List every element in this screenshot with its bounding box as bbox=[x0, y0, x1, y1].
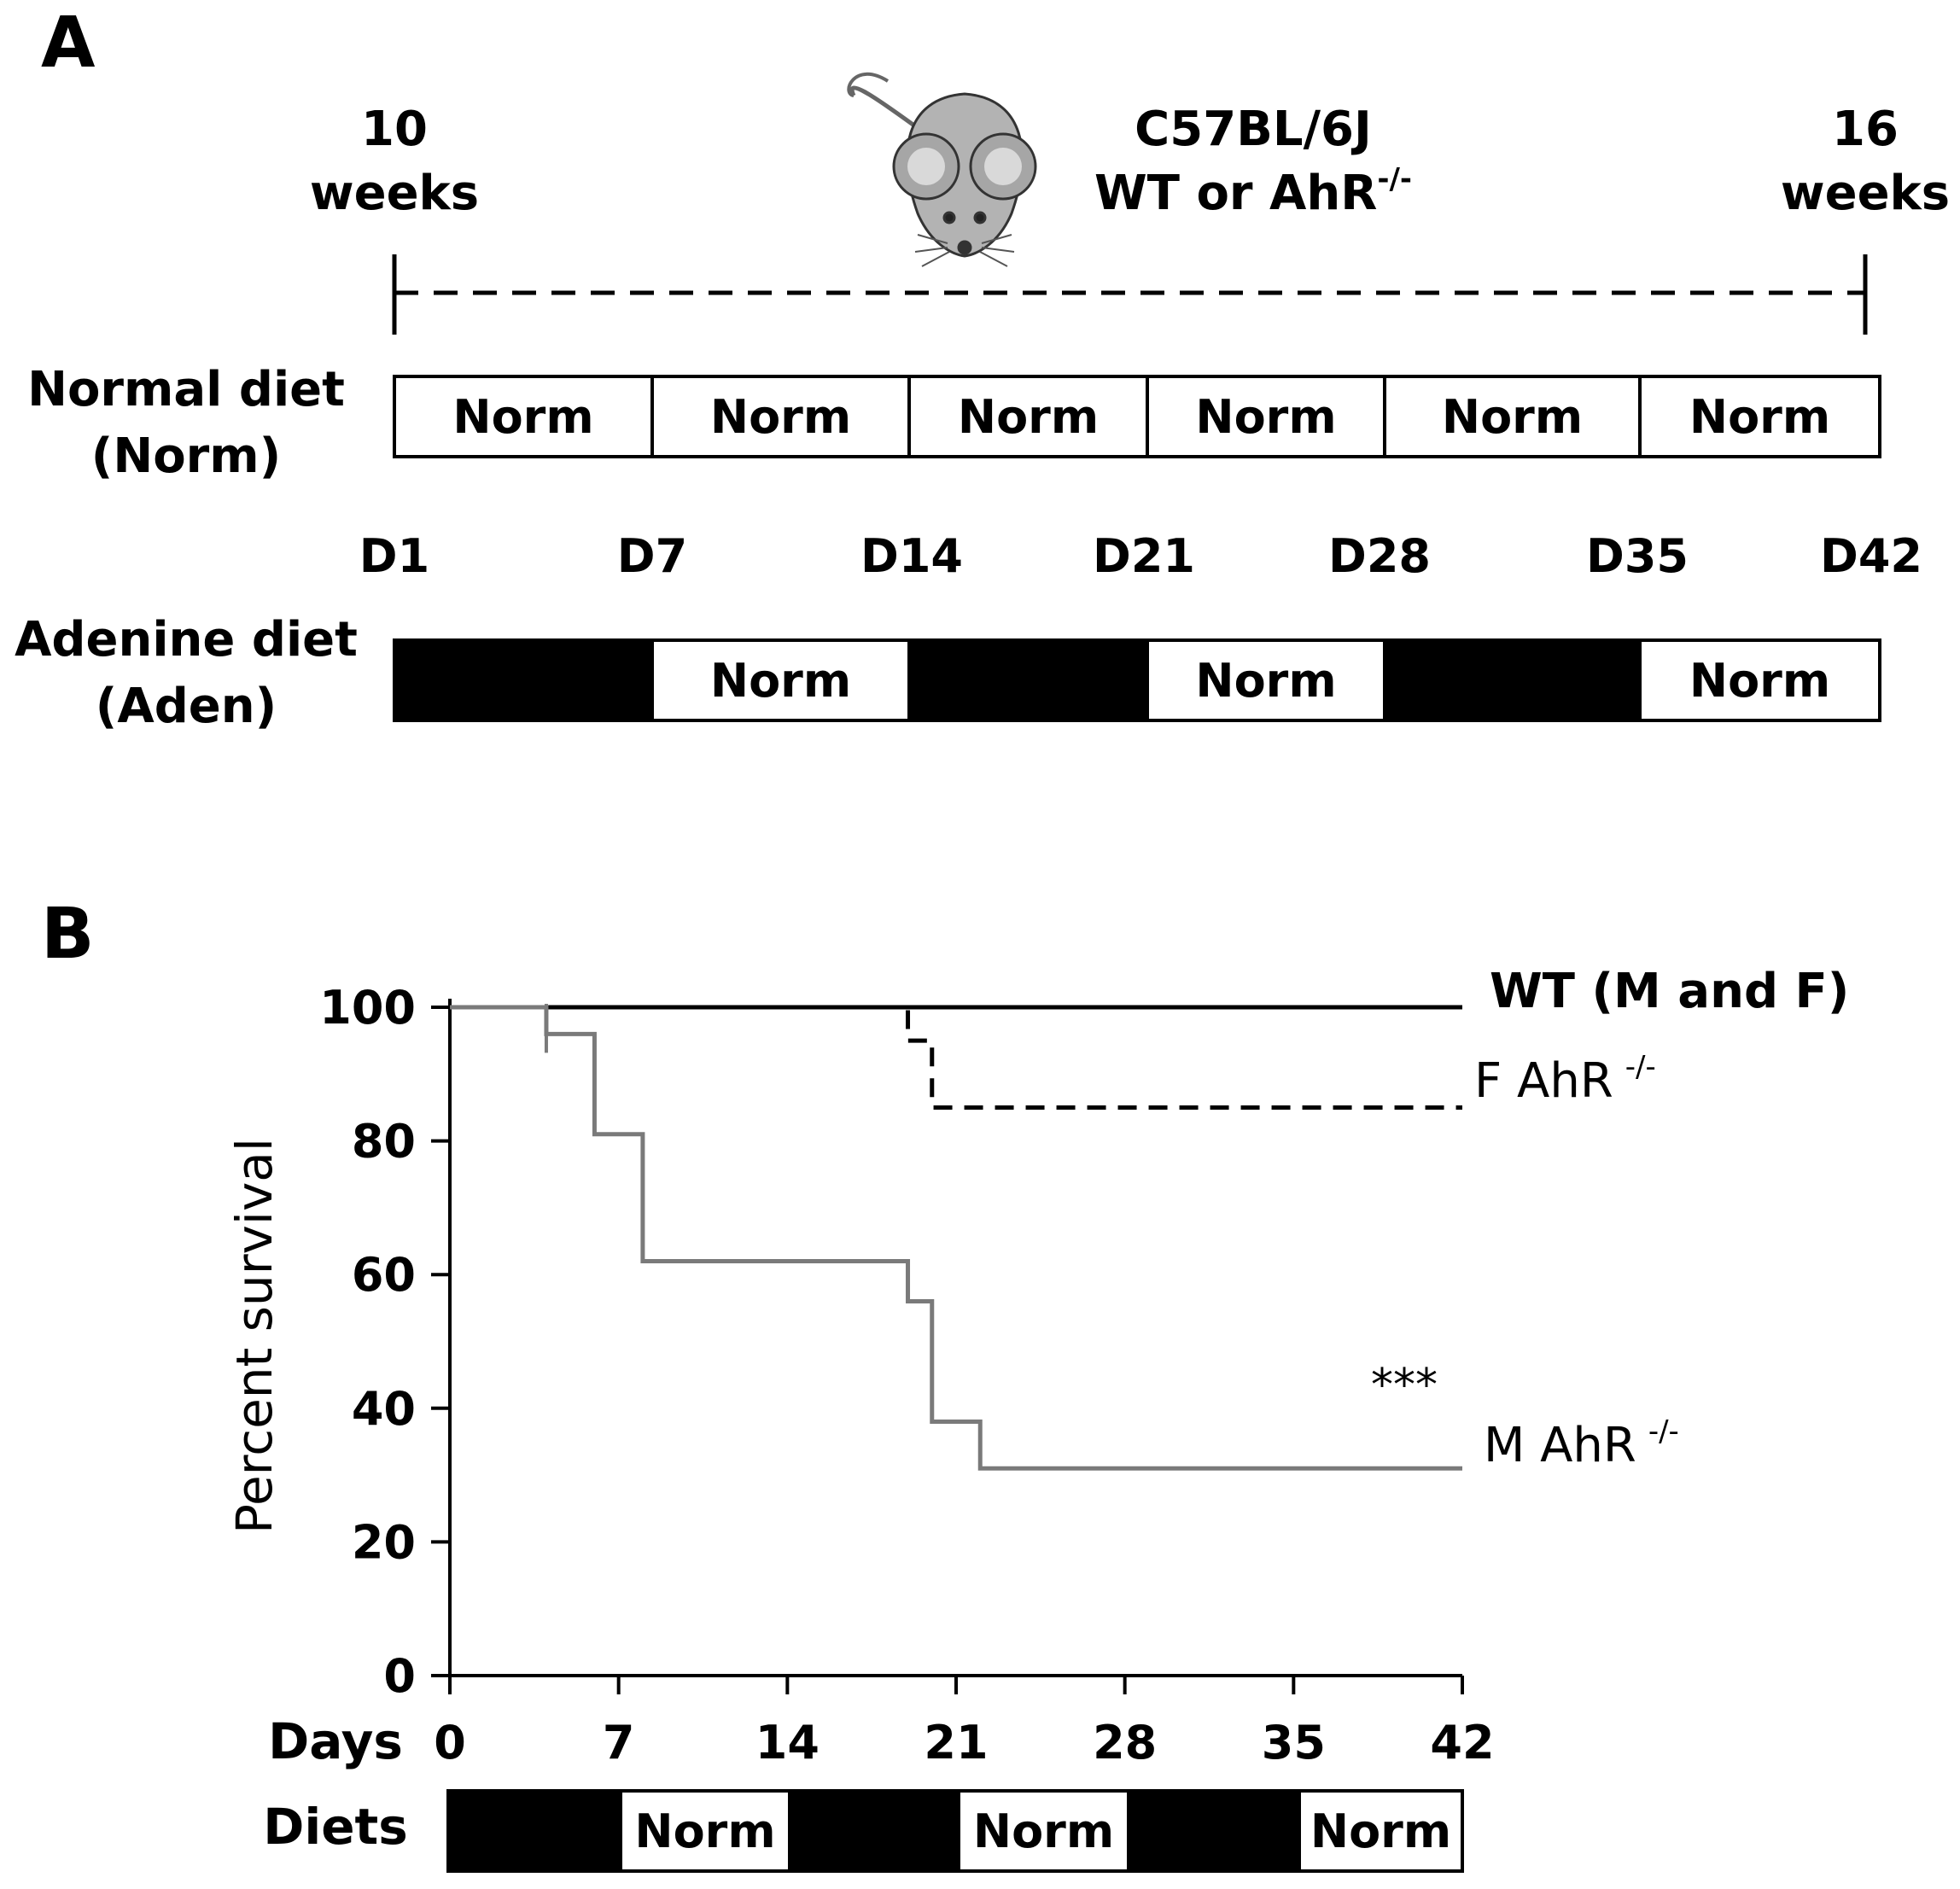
x-tick-label: 0 bbox=[434, 1716, 466, 1769]
day-labels: D1 D7 D14 D21 D28 D35 D42 bbox=[359, 529, 1922, 583]
x-tick-label: 28 bbox=[1093, 1716, 1157, 1769]
panel-b-label: B bbox=[41, 894, 95, 975]
panel-b-diet-block bbox=[446, 1789, 622, 1873]
normal-diet-block-label: Norm bbox=[1442, 390, 1583, 444]
panel-b-diet-block-label: Aden bbox=[468, 1804, 601, 1858]
strain-name: C57BL/6J bbox=[1135, 102, 1372, 157]
x-tick-label: 21 bbox=[924, 1716, 988, 1769]
mouse-icon bbox=[847, 72, 1037, 267]
adenine-diet-abbrev: (Aden) bbox=[96, 679, 277, 734]
adenine-diet-block-label: Norm bbox=[710, 654, 851, 708]
end-age-number: 16 bbox=[1832, 102, 1899, 157]
adenine-diet-schedule: Aden Norm Aden Norm Aden Norm bbox=[393, 638, 1881, 722]
adenine-diet-block-label: Aden bbox=[962, 654, 1095, 708]
diets-row-label: Diets bbox=[263, 1798, 408, 1856]
normal-diet-block-label: Norm bbox=[1689, 390, 1830, 444]
y-axis-title: Percent survival bbox=[225, 1138, 283, 1534]
series-labels: WT (M and F) F AhR -/- M AhR -/- bbox=[1474, 964, 1849, 1473]
survival-curve-1 bbox=[450, 1005, 1462, 1110]
normal-diet-block-label: Norm bbox=[1195, 390, 1336, 444]
panel-b-diet-schedule: Aden Norm Aden Norm Aden Norm bbox=[446, 1789, 1464, 1873]
adenine-diet-block bbox=[650, 638, 911, 722]
y-tick-label: 100 bbox=[319, 981, 416, 1035]
day-label: D14 bbox=[860, 529, 963, 583]
panel-b-diet-block bbox=[1298, 1789, 1464, 1873]
x-axis-title: Days bbox=[268, 1712, 403, 1770]
normal-diet-block bbox=[907, 375, 1149, 458]
survival-curve-2 bbox=[450, 1005, 1462, 1471]
panel-a-label: A bbox=[41, 3, 96, 84]
significance-annotation: *** bbox=[1371, 1360, 1438, 1411]
series-label: F AhR -/- bbox=[1474, 1050, 1656, 1109]
day-label: D1 bbox=[359, 529, 429, 583]
adenine-diet-label: Adenine diet bbox=[15, 612, 358, 668]
strain-genotypes: WT or AhR-/- bbox=[1094, 162, 1412, 221]
normal-diet-block-label: Norm bbox=[452, 390, 593, 444]
panel-b-diet-block-label: Aden bbox=[1147, 1804, 1280, 1858]
normal-diet-block-label: Norm bbox=[958, 390, 1099, 444]
panel-b-diet-block bbox=[957, 1789, 1130, 1873]
series-label: WT (M and F) bbox=[1490, 964, 1849, 1019]
adenine-diet-block bbox=[393, 638, 654, 722]
day-label: D35 bbox=[1586, 529, 1689, 583]
panel-b-diet-block-label: Norm bbox=[634, 1804, 775, 1858]
normal-diet-label: Normal diet bbox=[27, 362, 345, 417]
x-tick-label: 7 bbox=[603, 1716, 635, 1769]
panel-b-diet-block-label: Aden bbox=[808, 1804, 941, 1858]
day-label: D21 bbox=[1093, 529, 1195, 583]
adenine-diet-block bbox=[1638, 638, 1881, 722]
normal-diet-block bbox=[1638, 375, 1881, 458]
y-tick-label: 60 bbox=[352, 1248, 416, 1302]
y-tick-label: 20 bbox=[352, 1515, 416, 1569]
adenine-diet-block-label: Norm bbox=[1195, 654, 1336, 708]
normal-diet-block bbox=[1146, 375, 1386, 458]
x-tick-label: 42 bbox=[1430, 1716, 1494, 1769]
y-tick-label: 40 bbox=[352, 1382, 416, 1436]
normal-diet-block-label: Norm bbox=[710, 390, 851, 444]
series-label: M AhR -/- bbox=[1484, 1414, 1679, 1473]
day-label: D28 bbox=[1328, 529, 1431, 583]
adenine-diet-block-label: Aden bbox=[1446, 654, 1579, 708]
panel-b-diet-block bbox=[1127, 1789, 1301, 1873]
day-label: D42 bbox=[1820, 529, 1922, 583]
y-tick-label: 0 bbox=[383, 1649, 416, 1703]
normal-diet-schedule: Norm Norm Norm Norm Norm Norm bbox=[393, 375, 1881, 458]
adenine-diet-block-label: Aden bbox=[457, 654, 590, 708]
y-tick-label: 80 bbox=[352, 1115, 416, 1169]
normal-diet-abbrev: (Norm) bbox=[91, 429, 282, 484]
adenine-diet-block bbox=[1383, 638, 1642, 722]
chart-series bbox=[450, 1004, 1462, 1471]
x-tick-label: 14 bbox=[755, 1716, 820, 1769]
start-age-number: 10 bbox=[361, 102, 428, 157]
panel-b-diet-block-label: Norm bbox=[973, 1804, 1114, 1858]
panel-b-diet-block bbox=[619, 1789, 791, 1873]
adenine-diet-block bbox=[1146, 638, 1386, 722]
day-label: D7 bbox=[617, 529, 687, 583]
end-age-unit: weeks bbox=[1781, 166, 1950, 221]
normal-diet-block bbox=[393, 375, 654, 458]
chart-axes: 0 20 40 60 80 100 0 7 14 21 28 35 42 bbox=[319, 981, 1494, 1769]
panel-b-diet-block-label: Norm bbox=[1310, 1804, 1451, 1858]
adenine-diet-block-label: Norm bbox=[1689, 654, 1830, 708]
start-age-unit: weeks bbox=[310, 166, 479, 221]
x-tick-label: 35 bbox=[1262, 1716, 1326, 1769]
normal-diet-block bbox=[1383, 375, 1642, 458]
